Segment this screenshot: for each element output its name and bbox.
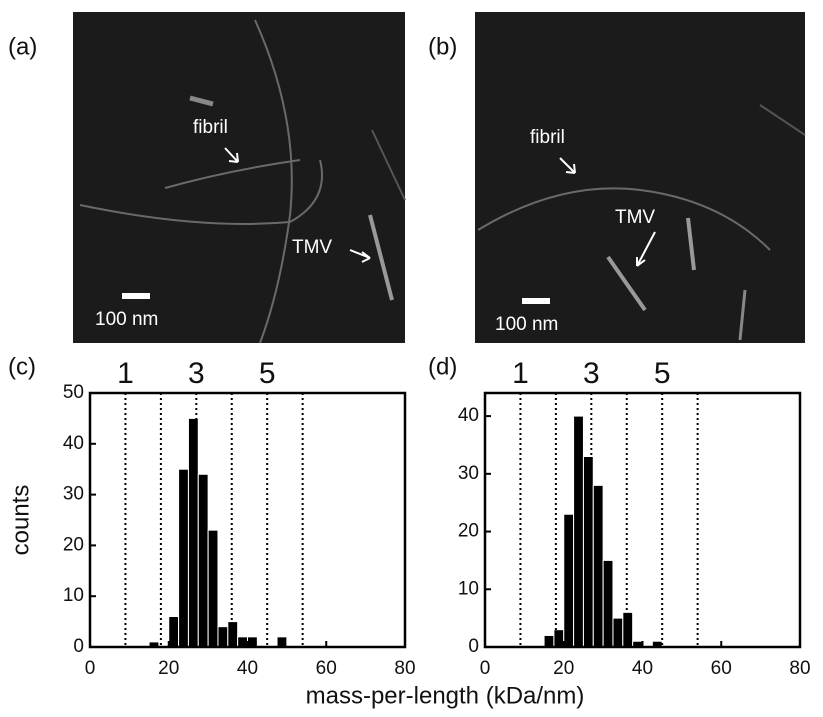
bar [178, 468, 189, 648]
bar [168, 616, 180, 648]
x-tick-label: 80 [394, 658, 415, 679]
panel-label: (c) [8, 353, 36, 380]
x-axis-label: mass-per-length (kDa/nm) [306, 682, 585, 709]
y-tick-label: 30 [63, 484, 84, 505]
panel-label: (a) [8, 33, 37, 60]
arrow [559, 157, 576, 174]
y-axis-label: counts [7, 485, 34, 556]
x-tick-label: 80 [789, 658, 810, 679]
annotation: TMV [292, 237, 332, 258]
y-tick-label: 30 [458, 463, 479, 484]
panel-label: (d) [428, 353, 457, 380]
bar [573, 415, 584, 648]
scalebar-label: 100 nm [95, 309, 158, 330]
arrow [636, 231, 656, 267]
scalebar [122, 293, 150, 299]
plot-frame [88, 391, 407, 649]
y-tick-label: 50 [63, 382, 84, 403]
y-tick-label: 10 [458, 578, 479, 599]
x-tick-label: 20 [553, 658, 574, 679]
x-tick-label: 60 [711, 658, 732, 679]
y-tick-label: 0 [468, 636, 479, 657]
line-label: 3 [583, 357, 600, 390]
x-tick-label: 0 [85, 658, 96, 679]
annotation: fibril [193, 117, 228, 138]
bar [217, 626, 229, 648]
micrograph [475, 12, 805, 343]
bar [592, 484, 604, 648]
line-label: 3 [188, 357, 205, 390]
x-tick-label: 20 [158, 658, 179, 679]
bar [187, 417, 199, 648]
bar [612, 617, 624, 648]
y-tick-label: 0 [73, 636, 84, 657]
y-tick-label: 20 [458, 521, 479, 542]
y-tick-label: 10 [63, 585, 84, 606]
line-label: 1 [512, 357, 529, 390]
y-tick-label: 20 [63, 534, 84, 555]
bar [197, 473, 209, 648]
scalebar [522, 298, 550, 304]
bar [563, 513, 575, 648]
bar [207, 529, 219, 648]
annotation: fibril [530, 127, 565, 148]
annotation: TMV [615, 207, 655, 228]
arrow [224, 147, 239, 163]
scalebar-label: 100 nm [495, 314, 558, 335]
micrograph [73, 12, 405, 343]
line-label: 5 [654, 357, 671, 390]
y-tick-label: 40 [63, 433, 84, 454]
x-tick-label: 40 [237, 658, 258, 679]
fibers [79, 19, 406, 344]
bar [247, 636, 258, 648]
x-tick-label: 40 [632, 658, 653, 679]
arrow [349, 249, 371, 263]
panel-label: (b) [428, 33, 457, 60]
y-tick-label: 40 [458, 405, 479, 426]
bar [276, 636, 288, 648]
bar [543, 634, 555, 648]
bar [237, 636, 248, 648]
x-tick-label: 0 [480, 658, 491, 679]
x-tick-label: 60 [316, 658, 337, 679]
fibers [477, 104, 806, 341]
bar [602, 559, 614, 648]
plot-frame [483, 391, 802, 649]
line-label: 1 [117, 357, 134, 390]
line-label: 5 [259, 357, 276, 390]
